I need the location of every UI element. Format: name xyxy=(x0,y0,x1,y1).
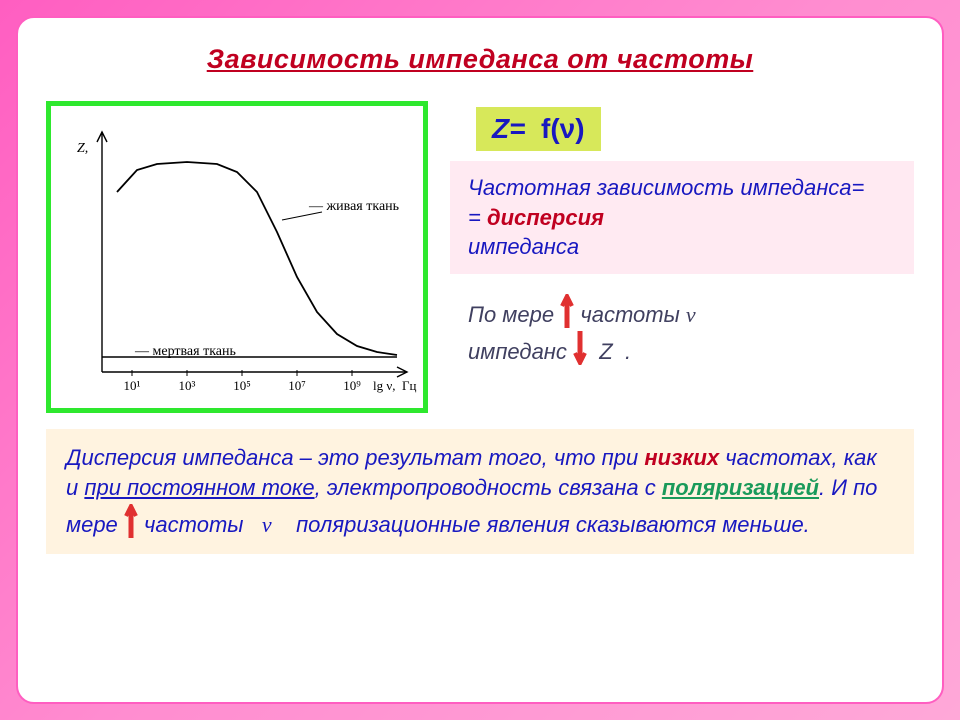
live-tissue-curve xyxy=(117,162,397,355)
bt-u1: при постоянном токе xyxy=(84,475,314,500)
formula-rhs: f(ν) xyxy=(541,113,585,144)
explanation-box: Дисперсия импеданса – это результат того… xyxy=(46,429,914,554)
trend-line2: импеданс xyxy=(468,339,567,364)
bt-em2: поляризацией xyxy=(662,475,819,500)
x-axis-label: lg ν, xyxy=(373,378,396,393)
info1-line1: Частотная зависимость импеданса= xyxy=(468,175,864,200)
svg-text:10⁹: 10⁹ xyxy=(343,378,361,393)
info1-line2a: = xyxy=(468,205,487,230)
impedance-chart: Z, 10¹ 10³ 10⁵ 10⁷ 10⁹ lg ν, Гц — живая … xyxy=(57,112,417,402)
bt-em1: низких xyxy=(644,445,719,470)
dispersion-definition-box: Частотная зависимость импеданса= = диспе… xyxy=(450,161,914,274)
x-ticks: 10¹ 10³ 10⁵ 10⁷ 10⁹ xyxy=(124,370,362,393)
trend-prefix: По мере xyxy=(468,302,554,327)
trend-mid: частоты xyxy=(580,302,679,327)
nu-symbol: ν xyxy=(686,302,696,327)
svg-text:10¹: 10¹ xyxy=(124,378,141,393)
arrow-down-icon xyxy=(573,331,587,365)
z-symbol: Z xyxy=(599,339,612,364)
trend-dot: . xyxy=(625,339,631,364)
bt3: , электропроводность связана с xyxy=(315,475,662,500)
info1-line3: импеданса xyxy=(468,234,579,259)
x-axis-unit: Гц xyxy=(402,378,417,393)
right-column: Z= f(ν) Частотная зависимость импеданса=… xyxy=(450,101,914,372)
dead-tissue-label: — мертвая ткань xyxy=(134,344,236,359)
bt6: поляризационные явления сказываются мень… xyxy=(296,512,810,537)
live-tissue-label: — живая ткань xyxy=(308,199,399,214)
info1-em: дисперсия xyxy=(487,205,604,230)
trend-box: По мере частоты ν импеданс Z . xyxy=(450,284,914,372)
chart-container: Z, 10¹ 10³ 10⁵ 10⁷ 10⁹ lg ν, Гц — живая … xyxy=(46,101,428,413)
svg-text:10³: 10³ xyxy=(179,378,196,393)
slide-card: Зависимость импеданса от частоты Z, 10¹ … xyxy=(16,16,944,704)
bt1: Дисперсия импеданса – это результат того… xyxy=(66,445,644,470)
formula-box: Z= f(ν) xyxy=(476,107,601,151)
nu-symbol-2: ν xyxy=(262,512,272,537)
arrow-up-icon xyxy=(124,504,138,538)
formula-lhs: Z= xyxy=(492,113,525,144)
svg-text:10⁵: 10⁵ xyxy=(233,378,251,393)
slide-title: Зависимость импеданса от частоты xyxy=(106,44,854,75)
bt5: частоты xyxy=(144,512,243,537)
arrow-up-icon xyxy=(560,294,574,328)
svg-text:10⁷: 10⁷ xyxy=(288,378,306,393)
y-axis-label: Z, xyxy=(77,141,88,156)
mid-row: Z, 10¹ 10³ 10⁵ 10⁷ 10⁹ lg ν, Гц — живая … xyxy=(46,101,914,413)
